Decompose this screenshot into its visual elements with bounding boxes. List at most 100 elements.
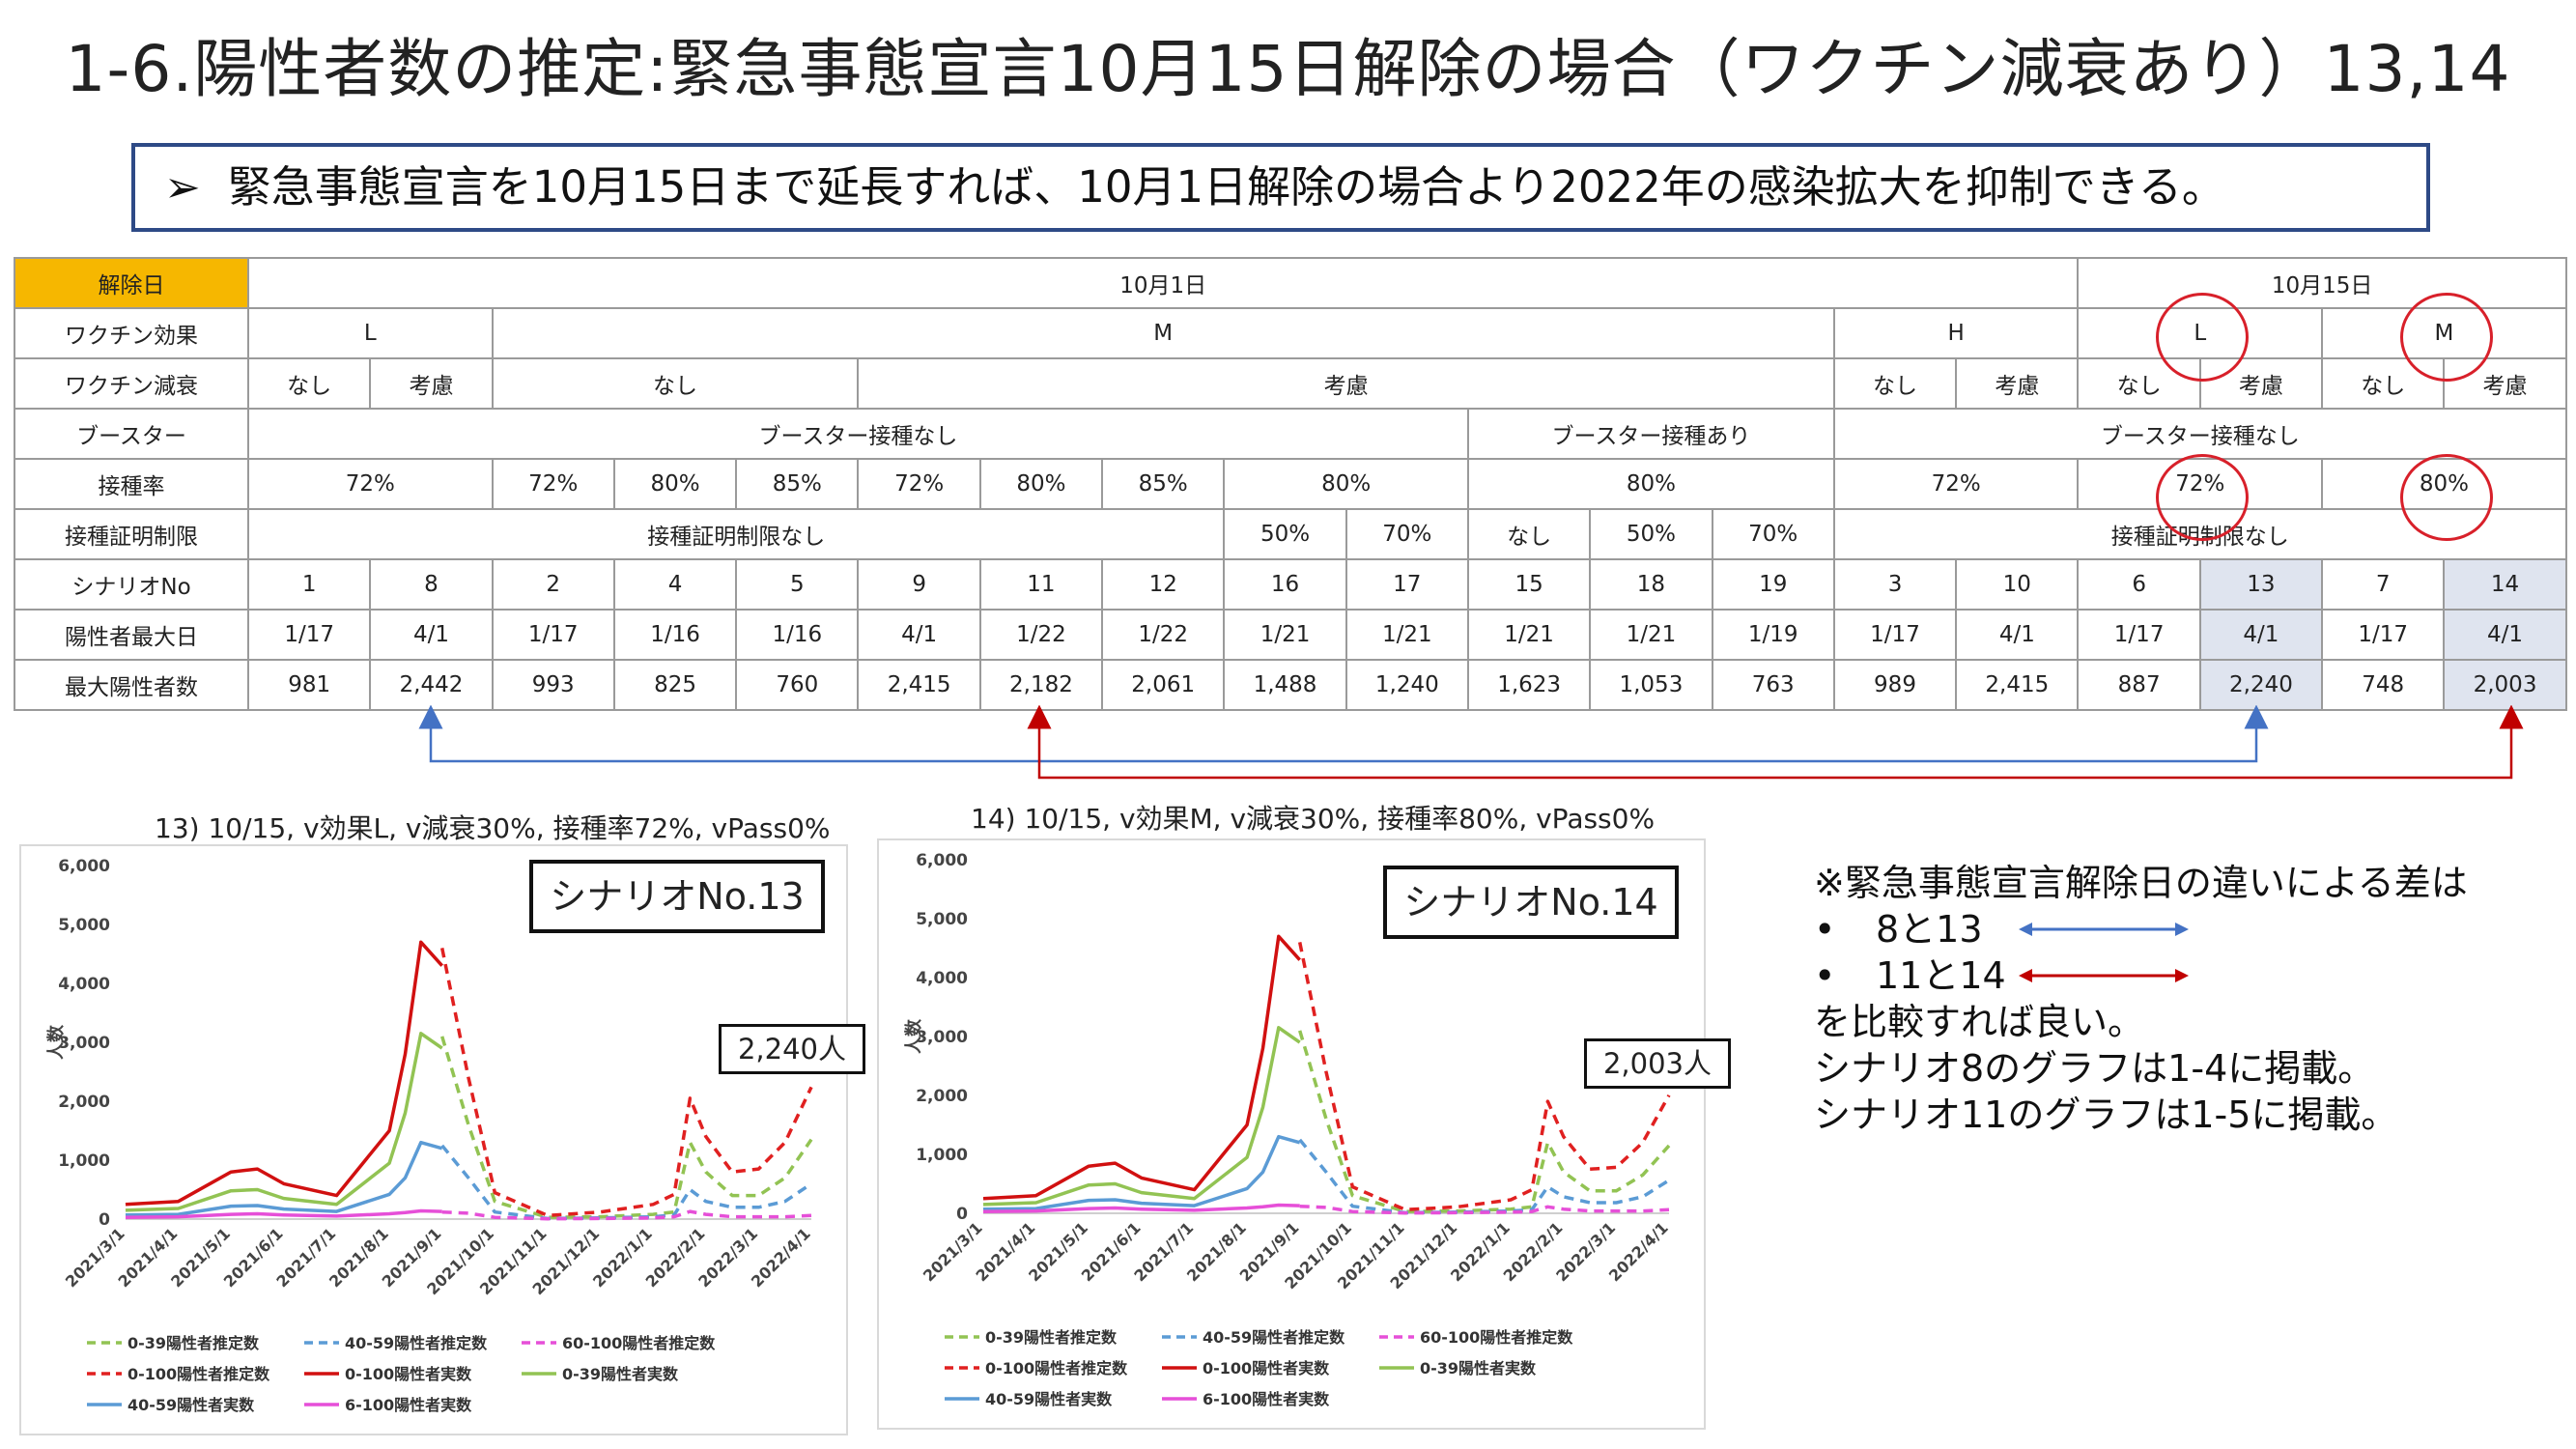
peak-day-cell: 4/1 [1955, 609, 2080, 661]
scenario-cell: 11 [978, 558, 1104, 611]
peak-day-cell: 1/22 [978, 609, 1104, 661]
scenario-cell: 1 [246, 558, 372, 611]
bullet-icon: • [1814, 908, 1836, 951]
peak-count-cell: 1,240 [1345, 659, 1469, 711]
label-rate: 接種率 [14, 458, 249, 510]
red-double-arrow-icon [2019, 969, 2189, 982]
peak-count-cell: 989 [1832, 659, 1958, 711]
peak-count-cell-highlight: 2,240 [2198, 659, 2324, 711]
cert-cell: 接種証明制限なし [246, 508, 1226, 560]
peak-day-cell: 1/21 [1466, 609, 1592, 661]
series-line-4 [125, 940, 444, 1207]
peak-day-cell: 4/1 [369, 609, 494, 661]
legend-label: 0-39陽性者推定数 [127, 1334, 260, 1352]
peak-day-cell: 1/17 [2321, 609, 2446, 661]
chart14-scenario-label: シナリオNo.14 [1383, 866, 1679, 939]
label-peak-count: 最大陽性者数 [14, 659, 249, 711]
series-line-2 [441, 1209, 812, 1221]
series-line-7 [982, 1203, 1300, 1213]
row-decay: ワクチン減衰 なし 考慮 なし 考慮 なし 考慮 なし 考慮 なし 考慮 [14, 357, 2567, 410]
legend-label: 60-100陽性者推定数 [562, 1334, 716, 1352]
cert-cell: 50% [1589, 508, 1713, 560]
scenario-cell-highlight: 14 [2443, 558, 2567, 611]
legend-label: 0-39陽性者推定数 [985, 1328, 1118, 1347]
y-tick-label: 0 [99, 1210, 110, 1230]
peak-count-cell: 763 [1711, 659, 1835, 711]
rate-cell: 80% [612, 458, 738, 510]
note-line3: を比較すれば良い。 [1814, 1001, 2145, 1043]
series-line-7 [125, 1208, 442, 1219]
series-line-0 [440, 1036, 813, 1219]
effect-cell: H [1832, 307, 2080, 359]
page-title: 1-6.陽性者数の推定:緊急事態宣言10月15日解除の場合（ワクチン減衰あり）1… [65, 32, 2511, 106]
peak-count-cell: 1,053 [1589, 659, 1713, 711]
chart14-callout: 2,003人 [1584, 1038, 1731, 1089]
series-line-5 [982, 1026, 1301, 1207]
legend-label: 40-59陽性者実数 [127, 1396, 255, 1414]
series-line-4 [982, 934, 1302, 1201]
series-line-3 [1297, 942, 1671, 1212]
legend-label: 40-59陽性者実数 [985, 1390, 1113, 1408]
chart13-scenario-label: シナリオNo.13 [529, 860, 825, 933]
peak-day-cell-highlight: 4/1 [2198, 609, 2324, 661]
blue-double-arrow-icon [2019, 923, 2189, 936]
scenario-cell: 7 [2321, 558, 2446, 611]
y-tick-label: 3,000 [916, 1028, 968, 1047]
row-peak-day: 陽性者最大日 1/17 4/1 1/17 1/16 1/16 4/1 1/22 … [14, 609, 2567, 661]
peak-day-cell: 4/1 [857, 609, 981, 661]
rate-cell: 80% [1223, 458, 1469, 510]
y-tick-label: 4,000 [58, 975, 110, 994]
summary-banner: ➢ 緊急事態宣言を10月15日まで延長すれば、10月1日解除の場合より2022年の… [131, 143, 2430, 232]
peak-count-cell: 825 [612, 659, 738, 711]
chart13-callout: 2,240人 [719, 1024, 865, 1074]
series-line-5 [125, 1032, 443, 1212]
effect-cell: M [491, 307, 1835, 359]
highlight-circle-rate-72 [2156, 454, 2249, 541]
chart14-title: 14) 10/15, v効果M, v減衰30%, 接種率80%, vPass0% [971, 803, 1656, 835]
y-tick-label: 0 [956, 1205, 968, 1224]
decay-cell: なし [491, 357, 860, 410]
peak-day-cell-highlight: 4/1 [2443, 609, 2567, 661]
peak-count-cell: 760 [735, 659, 860, 711]
legend-label: 0-39陽性者実数 [1420, 1359, 1537, 1378]
decay-cell: 考慮 [1955, 357, 2080, 410]
row-scenario: シナリオNo 1 8 2 4 5 9 11 12 16 17 15 18 19 … [14, 558, 2567, 611]
legend-label: 0-39陽性者実数 [562, 1365, 679, 1383]
y-tick-label: 6,000 [916, 851, 968, 870]
peak-count-cell: 1,488 [1223, 659, 1347, 711]
peak-day-cell: 1/21 [1589, 609, 1713, 661]
peak-count-cell: 887 [2077, 659, 2201, 711]
scenario-cell: 4 [612, 558, 738, 611]
peak-day-cell: 1/17 [246, 609, 372, 661]
peak-count-cell: 981 [246, 659, 372, 711]
compare-arrow-11-14 [1037, 705, 2524, 780]
release-oct15: 10月15日 [2077, 257, 2567, 309]
note-item-8-13: • 8と13 [1814, 906, 2468, 952]
row-booster: ブースター ブースター接種なし ブースター接種あり ブースター接種なし [14, 408, 2567, 460]
y-tick-label: 2,000 [916, 1087, 968, 1106]
booster-cell: ブースター接種なし [1832, 408, 2567, 460]
label-scenario: シナリオNo [14, 558, 249, 611]
summary-text: 緊急事態宣言を10月15日まで延長すれば、10月1日解除の場合より2022年の感… [227, 161, 2225, 213]
peak-day-cell: 1/21 [1345, 609, 1469, 661]
label-cert: 接種証明制限 [14, 508, 249, 560]
rate-cell: 80% [1466, 458, 1835, 510]
peak-count-cell: 748 [2321, 659, 2446, 711]
peak-count-cell-highlight: 2,003 [2443, 659, 2567, 711]
legend-label: 40-59陽性者推定数 [1203, 1328, 1345, 1347]
peak-count-cell: 2,442 [369, 659, 494, 711]
peak-count-cell: 993 [491, 659, 615, 711]
booster-cell: ブースター接種なし [247, 408, 1469, 460]
legend-label: 40-59陽性者推定数 [345, 1334, 488, 1352]
peak-day-cell: 1/16 [612, 609, 738, 661]
series-line-1 [1298, 1138, 1670, 1215]
cert-cell: なし [1466, 508, 1592, 560]
scenario-cell: 8 [369, 558, 494, 611]
label-release-date: 解除日 [14, 257, 249, 309]
cert-cell: 70% [1345, 508, 1469, 560]
rate-cell: 85% [1101, 458, 1226, 510]
row-peak-count: 最大陽性者数 981 2,442 993 825 760 2,415 2,182… [14, 659, 2567, 711]
cert-cell: 50% [1223, 508, 1347, 560]
highlight-circle-effect-l [2156, 293, 2249, 382]
rate-cell: 72% [247, 458, 494, 510]
